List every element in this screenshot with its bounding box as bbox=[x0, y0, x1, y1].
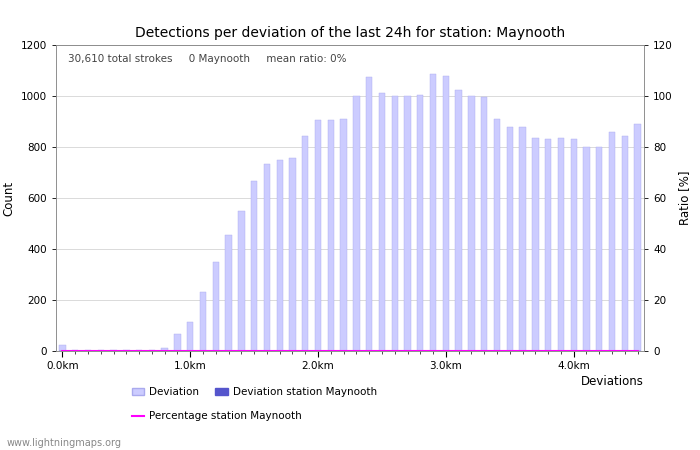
Bar bbox=[379, 94, 385, 351]
Bar bbox=[289, 158, 295, 351]
Bar bbox=[97, 350, 104, 351]
Bar bbox=[213, 262, 219, 351]
Bar bbox=[468, 96, 475, 351]
Bar bbox=[507, 126, 513, 351]
Text: www.lightningmaps.org: www.lightningmaps.org bbox=[7, 438, 122, 448]
Bar bbox=[558, 138, 564, 351]
Bar bbox=[111, 350, 117, 351]
Bar bbox=[494, 119, 500, 351]
Bar bbox=[315, 120, 321, 351]
Title: Detections per deviation of the last 24h for station: Maynooth: Detections per deviation of the last 24h… bbox=[135, 26, 565, 40]
Bar bbox=[481, 97, 487, 351]
Bar bbox=[238, 211, 244, 351]
Text: 30,610 total strokes     0 Maynooth     mean ratio: 0%: 30,610 total strokes 0 Maynooth mean rat… bbox=[68, 54, 346, 64]
Bar bbox=[545, 140, 552, 351]
Bar bbox=[405, 96, 411, 351]
Y-axis label: Ratio [%]: Ratio [%] bbox=[678, 171, 692, 225]
Bar bbox=[570, 140, 577, 351]
Bar bbox=[609, 132, 615, 351]
Bar bbox=[519, 126, 526, 351]
Bar bbox=[187, 322, 193, 351]
Bar bbox=[391, 96, 398, 351]
Legend: Percentage station Maynooth: Percentage station Maynooth bbox=[132, 411, 302, 421]
Bar bbox=[596, 147, 603, 351]
Bar bbox=[583, 147, 589, 351]
Bar bbox=[354, 96, 360, 351]
Y-axis label: Count: Count bbox=[2, 180, 15, 216]
Bar bbox=[264, 163, 270, 351]
Bar bbox=[123, 350, 130, 351]
Bar bbox=[442, 76, 449, 351]
Bar bbox=[532, 138, 538, 351]
Bar bbox=[60, 345, 66, 351]
Bar bbox=[276, 160, 283, 351]
Bar bbox=[634, 124, 640, 351]
Bar bbox=[148, 350, 155, 351]
Bar bbox=[162, 348, 168, 351]
Bar bbox=[340, 119, 346, 351]
Bar bbox=[302, 135, 309, 351]
Bar bbox=[430, 74, 436, 351]
Bar bbox=[225, 235, 232, 351]
Bar bbox=[85, 350, 91, 351]
Bar bbox=[251, 181, 258, 351]
Text: Deviations: Deviations bbox=[581, 375, 644, 388]
Bar bbox=[199, 292, 206, 351]
Bar bbox=[417, 95, 424, 351]
Bar bbox=[174, 334, 181, 351]
Bar bbox=[136, 350, 142, 351]
Bar bbox=[328, 120, 334, 351]
Bar bbox=[456, 90, 462, 351]
Bar bbox=[622, 135, 628, 351]
Bar bbox=[366, 77, 372, 351]
Bar bbox=[72, 350, 78, 351]
